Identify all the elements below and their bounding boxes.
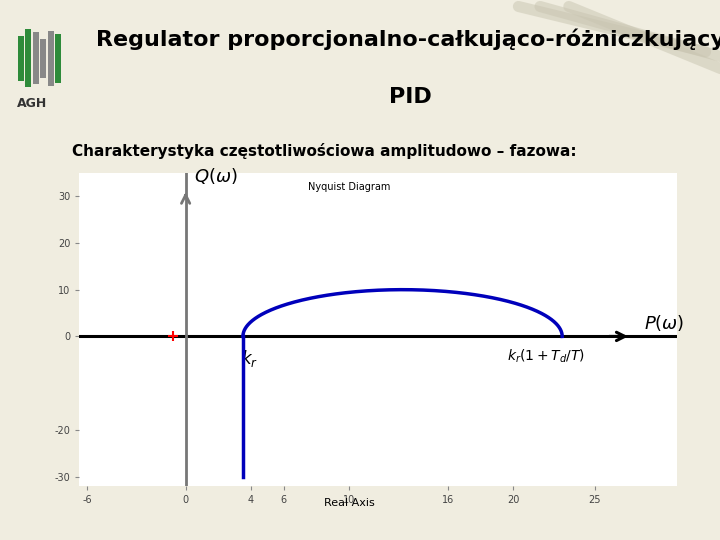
Bar — [33, 32, 39, 84]
Text: Charakterystyka częstotliwościowa amplitudowo – fazowa:: Charakterystyka częstotliwościowa amplit… — [72, 143, 577, 159]
Text: Nyquist Diagram: Nyquist Diagram — [308, 183, 390, 192]
Bar — [40, 39, 46, 78]
Text: AGH: AGH — [17, 97, 48, 110]
Text: $k_r$: $k_r$ — [241, 348, 258, 369]
Bar — [25, 29, 31, 87]
Text: $P(\omega)$: $P(\omega)$ — [644, 313, 685, 333]
Bar — [48, 31, 54, 85]
Text: PID: PID — [389, 87, 432, 107]
Bar — [55, 33, 61, 83]
Text: $k_r(1+T_d/T)$: $k_r(1+T_d/T)$ — [507, 348, 585, 366]
Text: Real Axis: Real Axis — [324, 498, 374, 508]
Bar — [18, 36, 24, 81]
Text: $Q(\omega)$: $Q(\omega)$ — [194, 166, 238, 186]
Text: Regulator proporcjonalno-całkująco-różniczkujący: Regulator proporcjonalno-całkująco-różni… — [96, 28, 720, 50]
